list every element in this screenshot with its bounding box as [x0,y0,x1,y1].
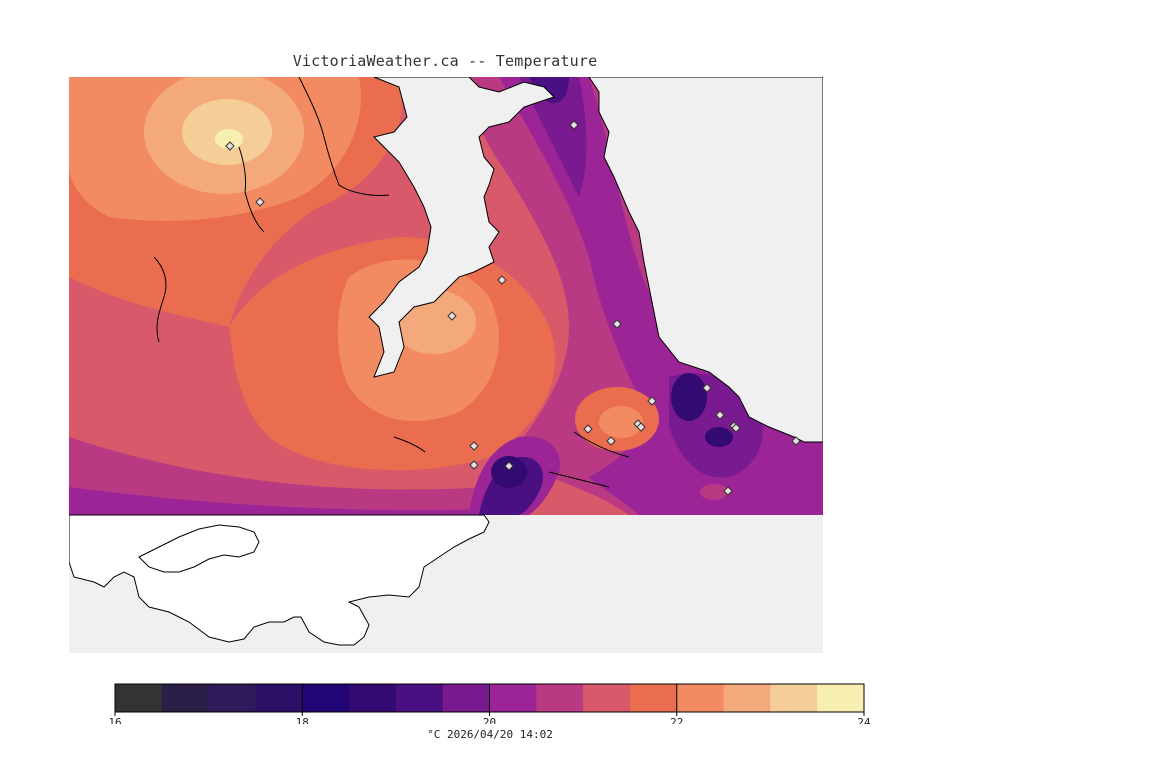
inlet-water [368,77,555,378]
color-scale-tick-label: 20 [483,716,496,724]
color-scale-cell [255,684,303,712]
color-scale-legend: 16 18 20 22 24 [110,683,870,724]
temperature-map[interactable] [69,77,823,653]
color-scale-cell [302,684,350,712]
color-scale-cell [489,684,537,712]
color-scale-ticks: 16 18 20 22 24 [110,684,870,724]
color-scale-cell [161,684,210,712]
station-marker[interactable] [225,141,235,151]
station-marker[interactable] [723,486,733,496]
color-scale-cell [770,684,818,712]
color-scale-cell [583,684,631,712]
color-scale-cell [349,684,397,712]
color-scale-tick-label: 16 [110,716,122,724]
southwest-land-b [138,524,260,573]
station-marker[interactable] [583,424,593,434]
station-marker[interactable] [715,410,725,420]
station-marker[interactable] [255,197,265,207]
color-scale-cell [536,684,584,712]
station-marker[interactable] [731,423,741,433]
station-marker[interactable] [647,396,657,406]
station-marker[interactable] [791,436,801,446]
color-scale-cell [395,684,444,712]
color-scale-cell [629,684,678,712]
color-scale-cell [817,684,865,712]
station-marker[interactable] [636,422,646,432]
station-marker[interactable] [606,436,616,446]
color-scale-cell [676,684,725,712]
color-scale-cells [115,684,865,712]
color-scale-tick-label: 18 [296,716,309,724]
color-scale-cell [442,684,490,712]
coastline-layer [69,77,823,653]
station-marker[interactable] [469,441,479,451]
station-markers [225,120,801,496]
station-marker[interactable] [702,383,712,393]
station-marker[interactable] [447,311,457,321]
color-scale-tick-label: 22 [670,716,683,724]
station-marker[interactable] [497,275,507,285]
station-marker[interactable] [504,461,514,471]
color-scale-cell [115,684,163,712]
station-marker[interactable] [612,319,622,329]
station-marker[interactable] [569,120,579,130]
color-scale-cell [208,684,256,712]
color-scale-cell [723,684,771,712]
color-scale-tick-label: 24 [857,716,870,724]
legend-unit-timestamp: °C 2026/04/20 14:02 [427,728,553,741]
station-marker[interactable] [469,460,479,470]
map-title: VictoriaWeather.ca -- Temperature [292,52,598,70]
